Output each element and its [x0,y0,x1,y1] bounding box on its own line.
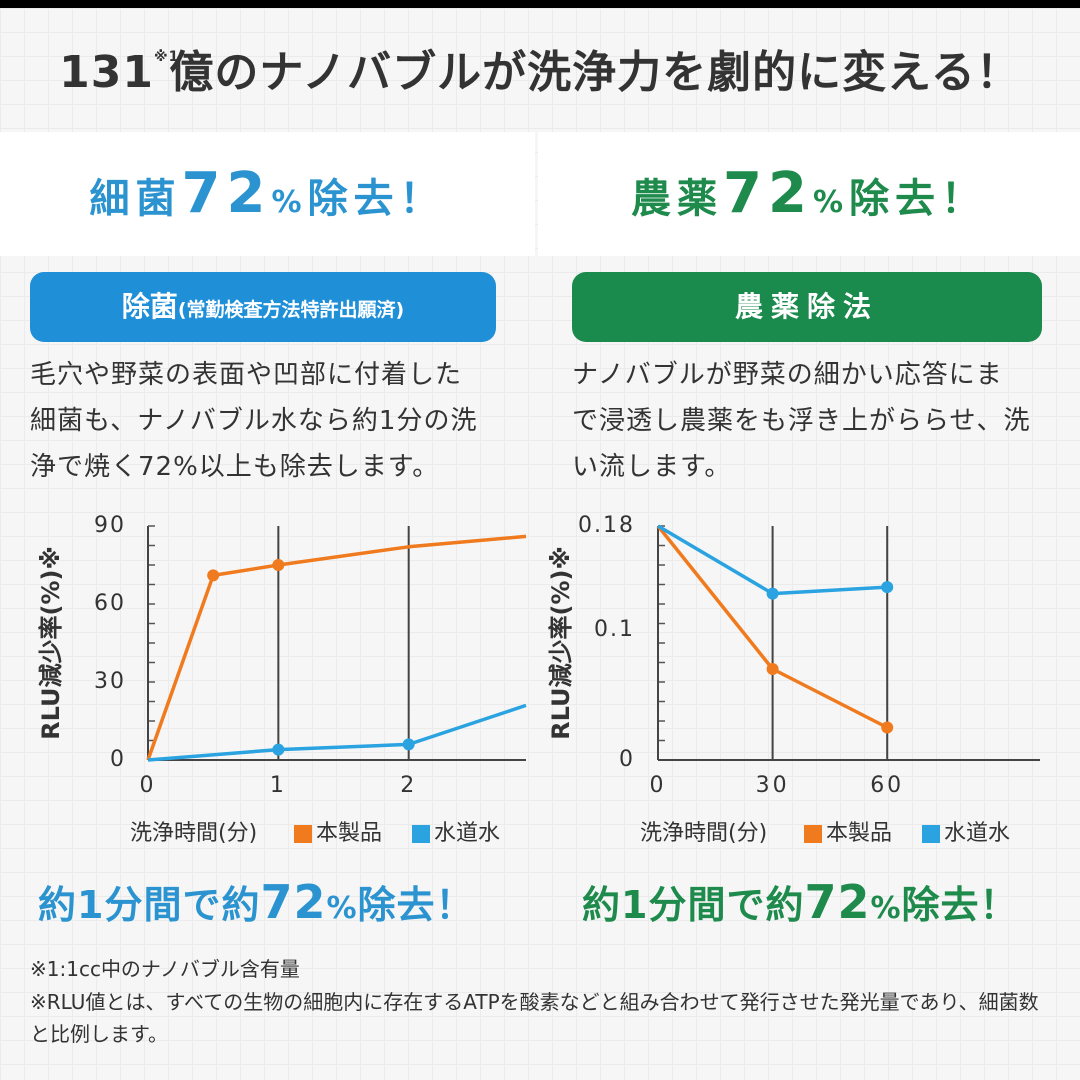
description-line: 細菌も、ナノバブル水なら約1分の洗 [30,406,478,436]
bacteria-removal-banner: 細菌72%除去！ [0,132,535,256]
x-tick-label: 2 [400,773,417,798]
y-tick-label: 0 [110,747,126,772]
data-point [402,738,415,751]
description-line: ナノバブルが野菜の細かい応答にま [572,360,1003,390]
heading-main: 除菌 [121,290,178,323]
series-line-0 [146,534,527,761]
headline-footnote-mark: ※1 [154,49,180,65]
banner-label: 細菌 [89,176,182,222]
y-axis-label: RLU減少率(%)※ [547,546,575,740]
headline-text: 億のナノバブルが洗浄力を劇的に変える！ [169,47,1021,98]
result-percent-sign: % [326,891,358,926]
data-point [766,587,779,600]
banner-percent-sign: % [812,185,849,220]
legend-label: 水道水 [944,821,1010,846]
y-tick-label: 60 [94,591,126,616]
data-point [207,569,220,582]
heading-main: 農薬除法 [734,290,879,323]
y-axis-label: RLU減少率(%)※ [37,546,65,740]
series-line-1 [147,703,527,762]
description-line: 浄で焼く72%以上も除去します。 [30,452,440,482]
legend-label: 本製品 [826,821,892,846]
legend-label: 本製品 [316,821,382,846]
banner-percent-value: 72 [181,161,272,226]
legend-swatch [922,825,940,843]
bacteria-result: 約1分間で約72%除去！ [38,874,475,929]
pesticide-heading: 農薬除法 [572,272,1042,342]
result-suffix: 除去！ [901,883,1019,927]
sterilization-description: 毛穴や野菜の表面や凹部に付着した 細菌も、ナノバブル水なら約1分の洗 浄で焼く7… [30,352,510,490]
description-line: 毛穴や野菜の表面や凹部に付着した [30,360,463,390]
data-point [881,581,894,594]
x-axis-label: 洗浄時間(分) [640,821,767,846]
description-line: で浸透し農薬をも浮き上がららせ、洗 [572,406,1031,436]
footnote-nanobubble: ※1:1cc中のナノバブル含有量 [30,957,300,981]
data-point [272,559,285,571]
legend-swatch [412,825,430,843]
x-tick-label: 1 [270,773,287,798]
banner-label: 農薬 [631,176,723,222]
data-point [881,721,894,734]
banner-suffix: 除去！ [849,176,987,222]
legend-label: 水道水 [434,821,500,846]
bacteria-chart: RLU減少率(%)※ 0 30 60 90 0 1 2 洗浄時間(分) 本製品 水道水 [37,513,527,846]
result-suffix: 除去！ [357,883,475,927]
pesticide-description: ナノバブルが野菜の細かい応答にま で浸透し農薬をも浮き上がららせ、洗 い流します… [572,352,1052,490]
result-percent-value: 72 [260,875,327,929]
y-tick-label: 0.18 [578,513,635,538]
headline-number: 131 [59,47,154,98]
data-point [766,663,779,675]
data-point [272,743,285,756]
result-text: 約1分間で約 [582,883,805,927]
y-tick-label: 90 [94,513,126,538]
y-tick-label: 0.1 [594,617,635,642]
sterilization-heading: 除菌(常勤検査方法特許出願済) [30,272,496,342]
banner-percent-value: 72 [723,161,813,226]
x-tick-label: 0 [650,773,667,798]
pesticide-chart: RLU減少率(%)※ 0 0.1 0.18 0 30 60 洗浄時間(分) 本製品 水道水 [547,513,1040,846]
x-axis-label: 洗浄時間(分) [130,821,257,846]
headline: 131※1億のナノバブルが洗浄力を劇的に変える！ [0,36,1080,100]
legend-swatch [804,825,822,843]
y-tick-label: 0 [619,747,635,772]
heading-sub: (常勤検査方法特許出願済) [177,299,405,321]
x-tick-label: 0 [140,773,157,798]
y-tick-label: 30 [94,669,126,694]
x-tick-label: 30 [756,773,790,798]
description-line: い流します。 [572,452,732,482]
legend-swatch [294,825,312,843]
pesticide-removal-banner: 農薬72%除去！ [538,132,1080,256]
banner-percent-sign: % [271,185,308,220]
footnote-rlu: ※RLU値とは、すべての生物の細胞内に存在するATPを酸素などと組み合わせて発行… [30,990,1039,1046]
result-percent-sign: % [870,891,902,926]
pesticide-result: 約1分間で約72%除去！ [582,874,1019,929]
result-text: 約1分間で約 [38,883,261,927]
product-infographic: 131※1億のナノバブルが洗浄力を劇的に変える！ 細菌72%除去！ 農薬72%除… [0,8,1080,1080]
result-percent-value: 72 [804,875,871,929]
x-tick-label: 60 [870,773,904,798]
banner-suffix: 除去！ [307,176,446,222]
